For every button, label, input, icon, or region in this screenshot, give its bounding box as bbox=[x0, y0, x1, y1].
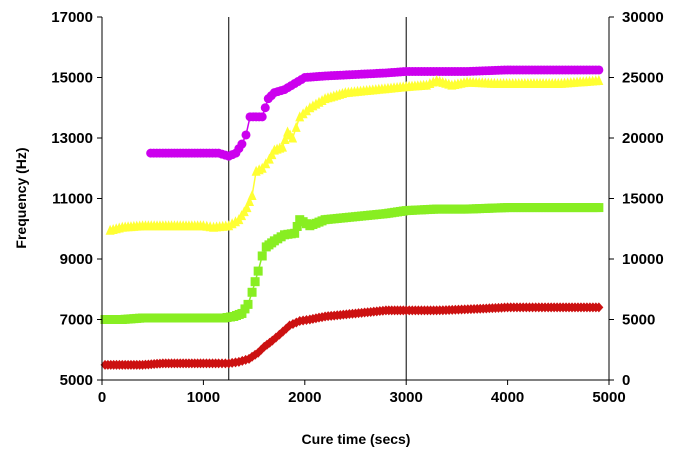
data-point bbox=[594, 65, 604, 75]
data-point bbox=[291, 121, 301, 132]
y2-tick-label: 15000 bbox=[622, 191, 664, 208]
y2-tick-label: 0 bbox=[622, 372, 630, 389]
x-tick-label: 1000 bbox=[187, 389, 220, 406]
series-square bbox=[100, 203, 604, 324]
data-point bbox=[594, 75, 604, 86]
x-tick-label: 3000 bbox=[390, 389, 423, 406]
data-point bbox=[237, 308, 247, 318]
data-point bbox=[257, 251, 267, 261]
series-layer bbox=[100, 65, 604, 370]
series-triangle bbox=[105, 75, 604, 235]
x-tick-label: 0 bbox=[98, 389, 106, 406]
data-point bbox=[277, 141, 287, 152]
data-point bbox=[250, 277, 260, 287]
axes-layer: 0 1000 2000 3000 4000 5000 5000 7000 9000 11000 13… bbox=[51, 9, 663, 406]
y-tick-label: 13000 bbox=[51, 130, 93, 147]
series-circle bbox=[146, 65, 604, 161]
y-tick-label: 5000 bbox=[60, 372, 93, 389]
y-tick-label: 11000 bbox=[52, 191, 93, 208]
data-point bbox=[260, 103, 270, 113]
data-point bbox=[243, 299, 253, 309]
data-point bbox=[290, 228, 300, 238]
data-point bbox=[240, 304, 250, 314]
data-point bbox=[245, 196, 255, 207]
y-tick-label: 17000 bbox=[51, 9, 93, 26]
y-axis-title: Frequency (Hz) bbox=[13, 147, 29, 248]
y2-tick-label: 30000 bbox=[622, 9, 664, 26]
data-point bbox=[247, 287, 257, 297]
x-axis-title: Cure time (secs) bbox=[302, 431, 411, 447]
y2-tick-label: 25000 bbox=[622, 70, 664, 87]
data-point bbox=[253, 266, 263, 276]
data-point bbox=[257, 112, 267, 122]
data-point bbox=[292, 221, 302, 231]
data-point bbox=[241, 130, 251, 140]
data-point bbox=[237, 139, 247, 149]
y-tick-label: 15000 bbox=[51, 70, 93, 87]
y-tick-label: 9000 bbox=[60, 251, 93, 268]
data-point bbox=[594, 203, 604, 213]
data-point bbox=[288, 132, 298, 143]
y2-tick-label: 20000 bbox=[622, 130, 664, 147]
data-point bbox=[594, 302, 604, 313]
x-tick-label: 4000 bbox=[491, 389, 524, 406]
data-point bbox=[250, 349, 260, 360]
x-tick-label: 5000 bbox=[592, 389, 625, 406]
data-point bbox=[242, 202, 252, 213]
x-tick-label: 2000 bbox=[288, 389, 321, 406]
y2-tick-label: 5000 bbox=[622, 312, 655, 329]
y-tick-label: 7000 bbox=[60, 312, 93, 329]
data-point bbox=[247, 189, 257, 200]
data-point bbox=[280, 134, 290, 145]
y2-tick-label: 10000 bbox=[622, 251, 664, 268]
series-diamond bbox=[100, 302, 604, 370]
